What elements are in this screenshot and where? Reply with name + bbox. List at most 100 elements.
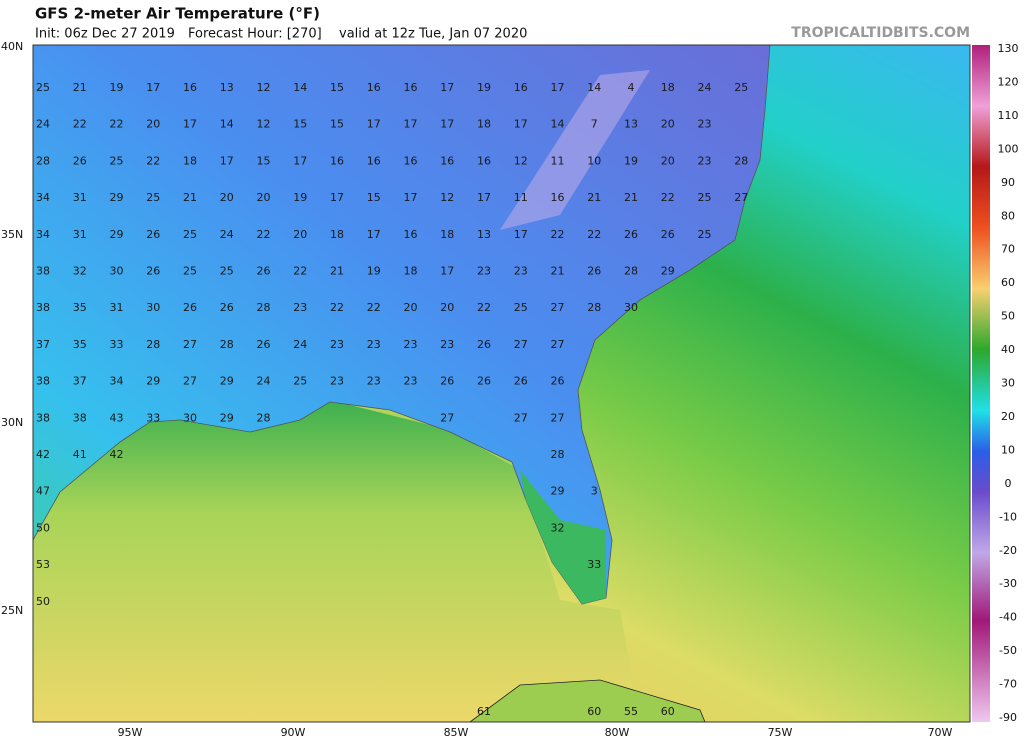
station-value: 23 xyxy=(330,375,344,388)
station-value: 31 xyxy=(110,301,124,314)
station-value: 17 xyxy=(514,228,528,241)
station-value: 15 xyxy=(330,81,344,94)
station-value: 22 xyxy=(330,301,344,314)
station-value: 23 xyxy=(367,375,381,388)
colorbar-label: 90 xyxy=(1001,176,1015,189)
station-value: 22 xyxy=(477,301,491,314)
station-value: 30 xyxy=(183,411,197,424)
colorbar-label: -30 xyxy=(999,577,1017,590)
station-value: 34 xyxy=(36,191,50,204)
station-value: 37 xyxy=(36,338,50,351)
station-value: 30 xyxy=(110,265,124,278)
valid-time: valid at 12z Tue, Jan 07 2020 xyxy=(339,27,527,42)
station-value: 38 xyxy=(36,375,50,388)
station-value: 25 xyxy=(734,81,748,94)
station-value: 19 xyxy=(367,265,381,278)
station-value: 17 xyxy=(404,191,418,204)
station-value: 29 xyxy=(661,265,675,278)
station-value: 17 xyxy=(367,228,381,241)
colorbar-label: 0 xyxy=(1005,477,1012,490)
colorbar-label: 80 xyxy=(1001,209,1015,222)
station-value: 24 xyxy=(698,81,712,94)
station-value: 20 xyxy=(293,228,307,241)
station-value: 26 xyxy=(514,375,528,388)
station-value: 21 xyxy=(183,191,197,204)
station-value: 16 xyxy=(404,228,418,241)
station-value: 35 xyxy=(73,338,87,351)
station-value: 22 xyxy=(73,118,87,131)
station-value: 11 xyxy=(551,154,565,167)
station-value: 23 xyxy=(404,375,418,388)
station-value: 13 xyxy=(477,228,491,241)
station-value: 27 xyxy=(514,411,528,424)
lat-label: 25N xyxy=(1,604,23,617)
station-value: 24 xyxy=(220,228,234,241)
station-value: 22 xyxy=(551,228,565,241)
station-value: 17 xyxy=(551,81,565,94)
station-value: 26 xyxy=(146,228,160,241)
station-value: 29 xyxy=(220,411,234,424)
station-value: 23 xyxy=(698,154,712,167)
station-value: 18 xyxy=(661,81,675,94)
station-value: 29 xyxy=(551,485,565,498)
station-value: 17 xyxy=(440,81,454,94)
station-value: 30 xyxy=(624,301,638,314)
station-value: 18 xyxy=(477,118,491,131)
station-value: 17 xyxy=(293,154,307,167)
station-value: 25 xyxy=(293,375,307,388)
colorbar-label: 10 xyxy=(1001,443,1015,456)
station-value: 28 xyxy=(257,301,271,314)
station-value: 26 xyxy=(440,375,454,388)
station-value: 19 xyxy=(110,81,124,94)
station-value: 16 xyxy=(367,154,381,167)
station-value: 23 xyxy=(477,265,491,278)
lon-label: 90W xyxy=(281,726,306,739)
title: GFS 2-meter Air Temperature (°F) xyxy=(35,5,320,23)
station-value: 21 xyxy=(330,265,344,278)
station-value: 28 xyxy=(587,301,601,314)
station-value: 20 xyxy=(440,301,454,314)
station-value: 17 xyxy=(477,191,491,204)
station-value: 26 xyxy=(587,265,601,278)
station-value: 61 xyxy=(477,705,491,718)
station-value: 60 xyxy=(661,705,675,718)
station-value: 23 xyxy=(367,338,381,351)
station-value: 21 xyxy=(73,81,87,94)
colorbar-label: 110 xyxy=(998,109,1019,122)
lat-label: 40N xyxy=(1,40,23,53)
colorbar-label: -90 xyxy=(999,711,1017,724)
station-value: 28 xyxy=(624,265,638,278)
station-value: 33 xyxy=(110,338,124,351)
station-value: 28 xyxy=(220,338,234,351)
station-value: 17 xyxy=(440,118,454,131)
site: TROPICALTIDBITS.COM xyxy=(791,25,970,41)
station-value: 38 xyxy=(36,301,50,314)
station-value: 23 xyxy=(514,265,528,278)
station-value: 20 xyxy=(404,301,418,314)
station-value: 17 xyxy=(404,118,418,131)
lon-label: 95W xyxy=(118,726,143,739)
station-value: 20 xyxy=(661,118,675,131)
station-value: 21 xyxy=(624,191,638,204)
station-value: 25 xyxy=(220,265,234,278)
station-value: 12 xyxy=(257,118,271,131)
station-value: 18 xyxy=(404,265,418,278)
station-value: 60 xyxy=(587,705,601,718)
station-value: 19 xyxy=(624,154,638,167)
station-value: 3 xyxy=(591,485,598,498)
station-value: 7 xyxy=(591,118,598,131)
station-value: 27 xyxy=(183,338,197,351)
colorbar-label: -50 xyxy=(999,644,1017,657)
station-value: 27 xyxy=(551,411,565,424)
lon-label: 70W xyxy=(928,726,953,739)
station-value: 17 xyxy=(330,191,344,204)
station-value: 38 xyxy=(36,411,50,424)
station-value: 18 xyxy=(440,228,454,241)
station-value: 34 xyxy=(36,228,50,241)
station-value: 17 xyxy=(146,81,160,94)
station-value: 50 xyxy=(36,595,50,608)
station-value: 26 xyxy=(624,228,638,241)
station-value: 14 xyxy=(551,118,565,131)
init: Init: 06z Dec 27 2019 xyxy=(35,27,175,42)
